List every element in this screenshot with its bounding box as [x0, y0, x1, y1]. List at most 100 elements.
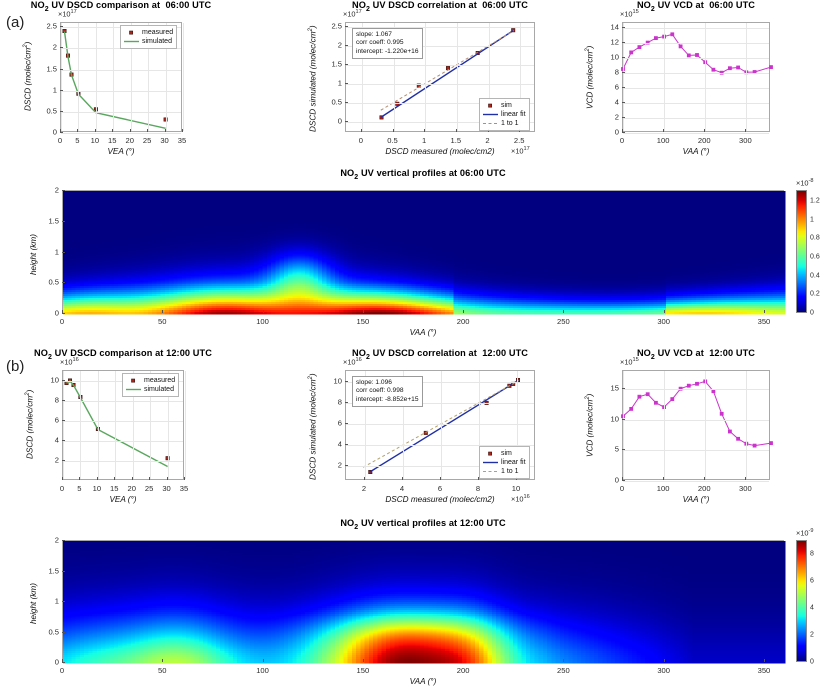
y-axis-label: DSCD (molec/cm2) — [25, 389, 35, 458]
x-tick-label: 300 — [739, 136, 752, 145]
x-tick-mark — [162, 659, 163, 662]
x-tick-mark — [402, 477, 403, 480]
x-tick-mark — [363, 310, 364, 313]
y-axis-label: DSCD simulated (molec/cm2) — [308, 373, 318, 480]
legend-item-linear-fit[interactable]: linear fit — [483, 110, 526, 119]
y-tick-mark — [62, 282, 65, 283]
x-tick-label: 50 — [158, 666, 166, 675]
legend-item-measured[interactable]: measured — [124, 28, 173, 37]
x-tick-label: 15 — [110, 484, 118, 493]
legend-item-simulated[interactable]: simulated — [126, 385, 175, 394]
data-point — [712, 68, 715, 71]
gridline-v — [664, 371, 665, 479]
chart-title: NO2 UV vertical profiles at 06:00 UTC — [7, 168, 824, 181]
data-point — [679, 45, 682, 48]
legend-item-simulated[interactable]: simulated — [124, 37, 173, 46]
x-tick-label: 5 — [75, 136, 79, 145]
x-tick-mark — [147, 129, 148, 132]
x-axis-label: VAA (°) — [7, 677, 824, 686]
chart-a-dscd-correlation: NO2 UV DSCD correlation at 06:00 UTC 0 0.5… — [290, 0, 590, 170]
x-tick-mark — [764, 659, 765, 662]
legend-item-linear-fit[interactable]: linear fit — [483, 458, 526, 467]
gridline-v — [113, 23, 114, 131]
x-tick-mark — [130, 129, 131, 132]
x-tick-label: 10 — [93, 484, 101, 493]
y-tick-label: 8 — [597, 67, 619, 76]
legend-label: simulated — [144, 385, 174, 394]
legend-swatch-icon — [126, 377, 141, 384]
legend-item-1-to-1[interactable]: 1 to 1 — [483, 119, 526, 128]
y-tick-mark — [622, 419, 625, 420]
x-tick-mark — [184, 477, 185, 480]
y-tick-mark — [62, 601, 65, 602]
legend-label: sim — [501, 101, 512, 110]
corr-coeff-value: corr coeff: 0.995 — [356, 39, 419, 47]
x-tick-label: 0 — [359, 136, 363, 145]
y-tick-mark — [622, 132, 625, 133]
gridline-v — [80, 371, 81, 479]
y-tick-label: 5 — [597, 445, 619, 454]
y-tick-label: 0.5 — [37, 278, 59, 287]
y-tick-label: 1 — [37, 247, 59, 256]
colorbar-tick-label: 0.6 — [810, 254, 820, 261]
x-axis-label: VEA (°) — [5, 147, 237, 156]
data-point — [630, 407, 633, 410]
y-axis-label: DSCD simulated (molec/cm2) — [308, 25, 318, 132]
y-tick-mark — [62, 632, 65, 633]
y-tick-label: 0.5 — [37, 627, 59, 636]
x-axis-label: VAA (°) — [567, 495, 824, 504]
y-tick-label: 0 — [597, 476, 619, 485]
x-tick-label: 200 — [698, 136, 711, 145]
x-tick-mark — [704, 477, 705, 480]
y-tick-mark — [622, 42, 625, 43]
colorbar-tick-label: 0.2 — [810, 291, 820, 298]
legend-item-sim[interactable]: sim — [483, 101, 526, 110]
intercept-value: intercept: -8.852e+15 — [356, 396, 419, 404]
x-tick-label: 15 — [108, 136, 116, 145]
y-tick-label: 0.5 — [320, 97, 342, 106]
legend-item-measured[interactable]: measured — [126, 376, 175, 385]
x-axis-exponent: ×1017 — [511, 146, 530, 155]
legend-item-sim[interactable]: sim — [483, 449, 526, 458]
x-tick-mark — [95, 129, 96, 132]
y-tick-label: 1 — [37, 597, 59, 606]
gridline-h — [63, 421, 183, 422]
y-tick-mark — [622, 388, 625, 389]
colorbar-tick-label: 1 — [810, 216, 814, 223]
x-tick-label: 2 — [362, 484, 366, 493]
data-point — [769, 66, 772, 69]
y-axis-label: VCD (molec/cm2) — [585, 393, 595, 456]
x-tick-mark — [162, 310, 163, 313]
series-line-vcd — [623, 381, 771, 445]
y-tick-mark — [62, 221, 65, 222]
y-tick-label: 2 — [37, 186, 59, 195]
x-tick-label: 30 — [162, 484, 170, 493]
x-tick-label: 200 — [457, 317, 470, 326]
data-point — [728, 67, 731, 70]
x-tick-label: 20 — [127, 484, 135, 493]
y-tick-label: 2 — [320, 40, 342, 49]
x-tick-mark — [424, 129, 425, 132]
y-tick-label: 2 — [37, 536, 59, 545]
y-tick-mark — [622, 102, 625, 103]
chart-title: NO2 UV DSCD comparison at 12:00 UTC — [7, 348, 239, 361]
legend-item-1-to-1[interactable]: 1 to 1 — [483, 467, 526, 476]
y-tick-mark — [345, 465, 348, 466]
y-tick-mark — [62, 662, 65, 663]
y-axis-exponent: ×1017 — [58, 9, 77, 18]
gridline-h — [61, 91, 181, 92]
y-tick-label: 2 — [37, 456, 59, 465]
x-tick-label: 0.5 — [387, 136, 398, 145]
legend-swatch-icon — [483, 120, 498, 127]
y-tick-mark — [345, 381, 348, 382]
chart-title: NO2 UV DSCD correlation at 06:00 UTC — [290, 0, 590, 13]
x-tick-mark — [114, 477, 115, 480]
